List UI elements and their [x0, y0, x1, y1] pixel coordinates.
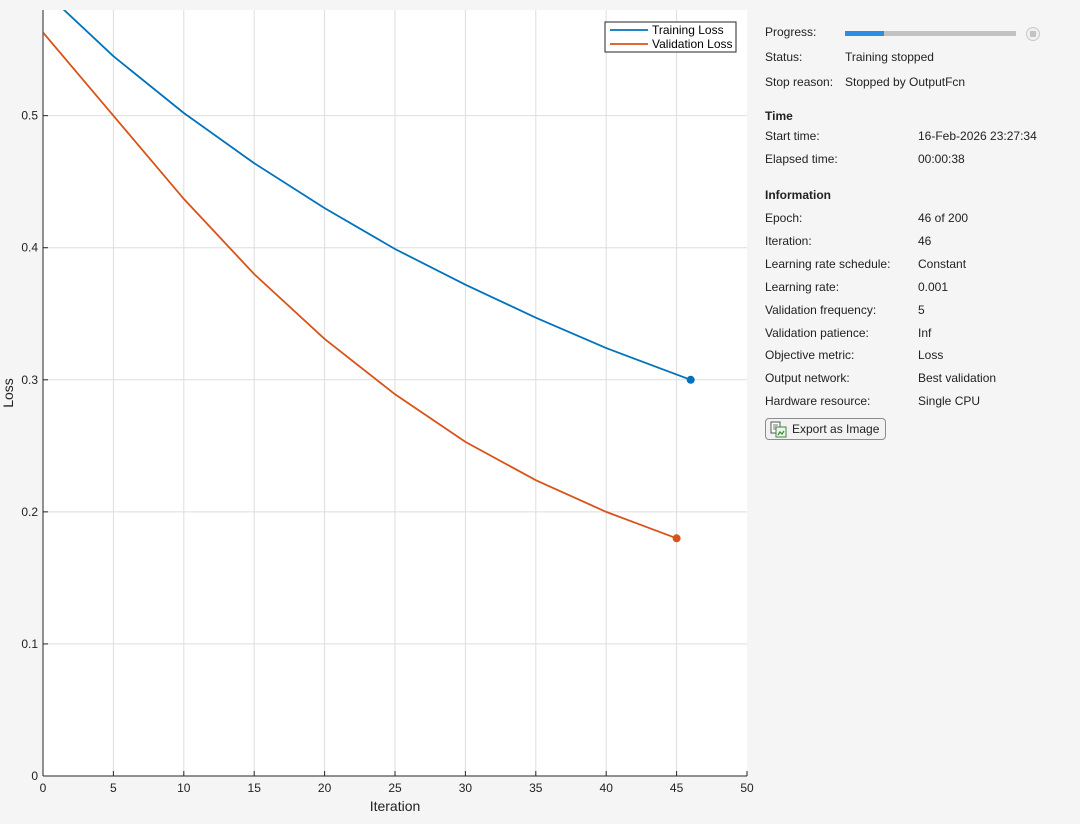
y-tick-label: 0.2	[21, 505, 38, 519]
y-tick-label: 0.4	[21, 241, 38, 255]
x-tick-label: 25	[388, 781, 402, 795]
x-tick-label: 50	[740, 781, 754, 795]
y-tick-label: 0	[31, 769, 38, 783]
info-row-label: Validation patience:	[765, 325, 869, 340]
y-tick-label: 0.5	[21, 109, 38, 123]
info-row-label: Learning rate:	[765, 279, 840, 294]
x-tick-label: 30	[459, 781, 473, 795]
validation-loss-end-marker	[672, 534, 681, 543]
legend-box	[604, 21, 737, 53]
info-row-label: Objective metric:	[765, 348, 855, 363]
elapsed-time-value: 00:00:38	[918, 152, 965, 166]
progress-label: Progress:	[765, 25, 817, 39]
x-tick-label: 35	[529, 781, 543, 795]
stop-reason-label: Stop reason:	[765, 75, 834, 89]
information-section-header: Information	[765, 188, 831, 202]
info-row-label: Epoch:	[765, 211, 803, 225]
x-tick-label: 10	[177, 781, 191, 795]
y-tick-label: 0.3	[21, 373, 38, 387]
info-row-value: 0.001	[918, 279, 949, 294]
loss-chart: 0 5 10 15 20 25 30 35 40 45 50 0 0.1 0.2 0.3 0.4 0.5 Tra…	[0, 10, 754, 814]
export-button-label: Export as Image	[792, 422, 880, 436]
info-row-label: Validation frequency:	[765, 302, 877, 317]
progress-bar-fill	[845, 31, 885, 36]
info-row-value: Inf	[918, 325, 932, 340]
progress-bar	[845, 31, 1016, 36]
info-row-value: 5	[918, 302, 925, 317]
info-row-value: Loss	[918, 348, 944, 363]
legend-training-label: Training Loss	[652, 23, 724, 37]
export-as-image-button[interactable]: Export as Image	[765, 418, 887, 440]
x-tick-label: 5	[110, 781, 117, 795]
validation-loss-line	[43, 31, 677, 540]
x-tick-label: 40	[600, 781, 614, 795]
training-loss-end-marker	[686, 375, 695, 384]
y-axis-title: Loss	[0, 378, 16, 408]
info-row-value: Best validation	[918, 371, 997, 386]
info-row-label: Hardware resource:	[765, 394, 871, 409]
training-loss-line	[62, 10, 692, 381]
y-tick-label: 0.1	[21, 637, 38, 651]
info-row-label: Learning rate schedule:	[765, 256, 891, 271]
info-row-value: Single CPU	[918, 394, 981, 409]
training-info-panel: Progress: Status: Training stopped Stop …	[765, 0, 1075, 824]
status-label: Status:	[765, 50, 803, 64]
info-row-value: 46	[918, 233, 932, 248]
info-row-value: Constant	[918, 256, 967, 271]
axes: 0 5 10 15 20 25 30 35 40 45 50 0 0.1 0.2 0.3 0.4 0.5	[21, 10, 754, 795]
time-section-header: Time	[765, 109, 793, 123]
x-axis-title: Iteration	[370, 798, 421, 814]
stop-reason-value: Stopped by OutputFcn	[845, 75, 966, 89]
stop-training-button[interactable]	[1026, 27, 1040, 41]
training-plot: 0 5 10 15 20 25 30 35 40 45 50 0 0.1 0.2 0.3 0.4 0.5 Tra…	[0, 10, 754, 814]
start-time-value: 16-Feb-2026 23:27:34	[918, 129, 1037, 143]
x-tick-label: 20	[318, 781, 332, 795]
gridlines	[43, 10, 747, 776]
legend-validation-label: Validation Loss	[652, 37, 733, 51]
x-tick-label: 45	[670, 781, 684, 795]
series-lines	[43, 10, 695, 543]
info-row-label: Iteration:	[765, 233, 812, 248]
info-row-value: 46 of 200	[918, 211, 969, 225]
export-image-icon	[770, 421, 787, 437]
elapsed-time-label: Elapsed time:	[765, 152, 838, 166]
x-tick-label: 15	[248, 781, 262, 795]
x-tick-label: 0	[40, 781, 47, 795]
start-time-label: Start time:	[765, 129, 820, 143]
info-row-label: Output network:	[765, 371, 850, 386]
status-value: Training stopped	[845, 50, 934, 64]
